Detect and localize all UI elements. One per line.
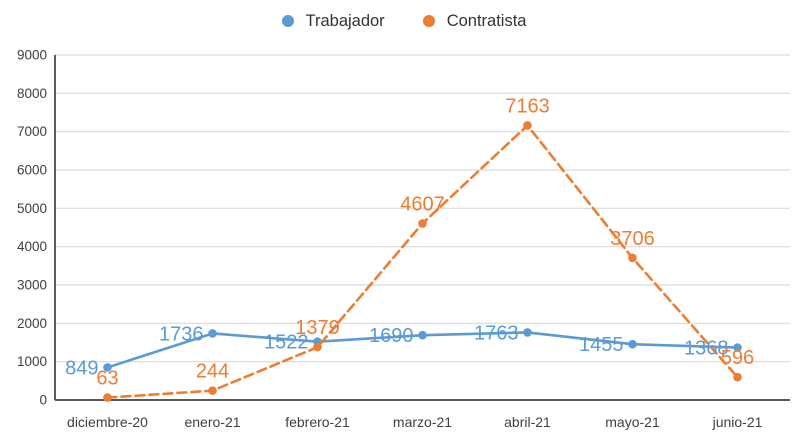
x-axis-label: junio-21: [712, 414, 763, 430]
data-point-contratista: [418, 219, 427, 228]
data-point-contratista: [103, 393, 112, 402]
y-axis-tick-label: 6000: [17, 163, 47, 178]
legend-label-contratista: Contratista: [446, 11, 527, 30]
data-label-contratista: 7163: [505, 95, 550, 117]
data-label-contratista: 3706: [610, 228, 655, 250]
x-axis-label: abril-21: [504, 414, 551, 430]
y-axis-tick-label: 0: [39, 393, 47, 408]
legend-marker-trabajador-icon: [281, 15, 294, 27]
series-line-contratista: [106, 124, 739, 399]
data-label-trabajador: 1368: [684, 338, 729, 360]
data-label-contratista: 4607: [400, 193, 445, 215]
y-axis-tick-label: 1000: [17, 354, 47, 369]
data-label-contratista: 244: [196, 361, 229, 383]
data-point-trabajador: [208, 329, 217, 338]
data-label-contratista: 1379: [295, 317, 340, 339]
data-point-trabajador: [733, 343, 742, 352]
data-label-trabajador: 1522: [264, 332, 309, 354]
legend-item-contratista: Contratista: [422, 11, 527, 31]
data-point-trabajador: [628, 339, 637, 349]
y-axis-tick-label: 5000: [17, 201, 47, 216]
data-point-trabajador: [523, 328, 532, 337]
legend-item-trabajador: Trabajador: [281, 11, 385, 31]
data-label-trabajador: 1455: [579, 334, 624, 356]
x-axis-label: febrero-21: [285, 414, 350, 430]
data-point-contratista: [313, 342, 322, 352]
y-axis-tick-label: 8000: [17, 86, 47, 101]
data-label-trabajador: 849: [65, 357, 98, 379]
data-label-trabajador: 1736: [159, 323, 204, 345]
y-axis-tick-label: 3000: [17, 278, 47, 293]
data-label-trabajador: 1763: [474, 322, 519, 344]
data-point-contratista: [523, 121, 532, 130]
y-axis-tick-label: 4000: [17, 239, 47, 254]
x-axis-label: diciembre-20: [67, 414, 148, 430]
chart-legend: Trabajador Contratista: [0, 7, 808, 35]
x-axis-label: enero-21: [184, 414, 240, 430]
x-axis-label: mayo-21: [605, 414, 660, 430]
data-point-trabajador: [418, 330, 427, 340]
legend-label-trabajador: Trabajador: [305, 11, 385, 30]
data-point-contratista: [733, 372, 742, 382]
data-label-contratista: 63: [96, 368, 118, 390]
y-axis-tick-label: 2000: [17, 316, 47, 331]
x-axis-label: marzo-21: [393, 414, 452, 430]
legend-marker-contratista-icon: [422, 15, 435, 27]
data-label-contratista: 596: [721, 347, 754, 369]
data-point-contratista: [208, 386, 217, 395]
y-axis-tick-label: 7000: [17, 124, 47, 139]
data-point-trabajador: [103, 363, 112, 372]
data-label-trabajador: 1690: [369, 325, 414, 347]
y-axis-tick-label: 9000: [17, 48, 47, 63]
data-point-contratista: [628, 253, 637, 263]
